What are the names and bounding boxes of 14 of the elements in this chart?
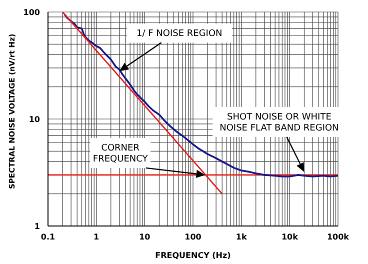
annotation: SHOT NOISE OR WHITE NOISE FLAT BAND REGION [220,112,339,134]
annotation: 1/ F NOISE REGION [136,29,222,40]
x-tick-label: 10 [139,232,151,242]
y-tick-label: 10 [28,114,40,124]
x-tick-label: 1 [94,232,100,242]
annotation: CORNER FREQUENCY [92,143,148,164]
y-tick-label: 100 [23,8,40,17]
x-axis-title: FREQUENCY (Hz) [155,251,231,260]
x-tick-label: 1k [236,232,248,242]
x-tick-label: 0.1 [40,232,56,242]
x-tick-label: 10k [281,232,299,242]
x-tick-label: 100k [326,232,350,242]
y-tick-label: 1 [34,222,40,231]
x-tick-label: 100 [184,232,202,242]
